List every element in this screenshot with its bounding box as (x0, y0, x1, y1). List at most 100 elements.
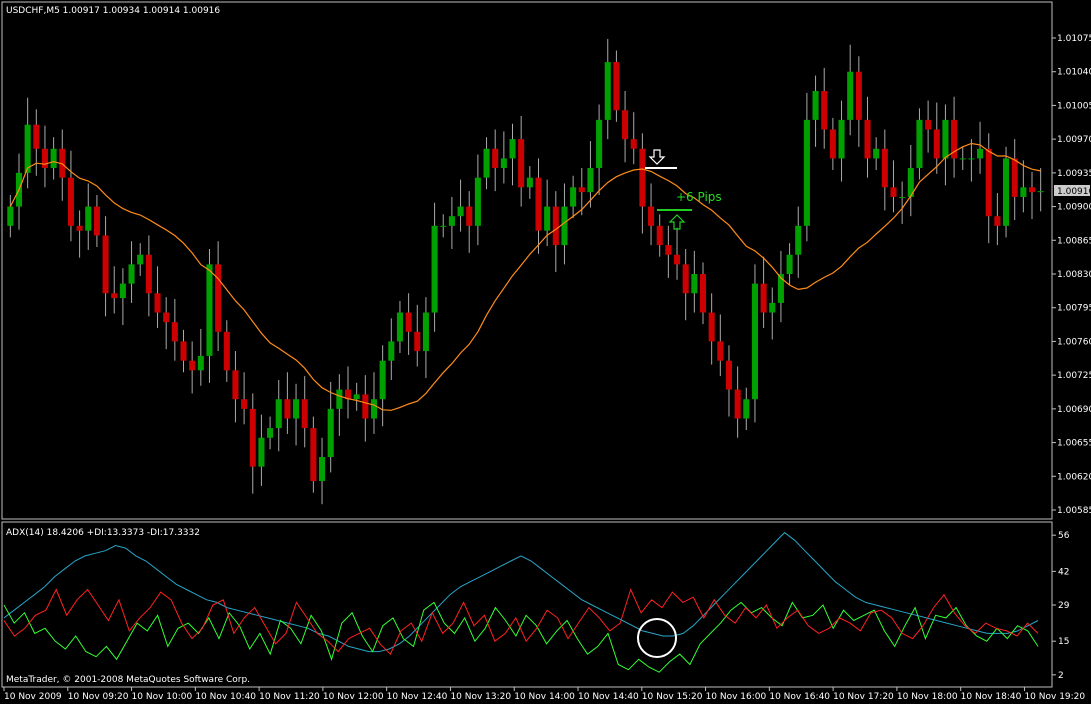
adx-axis: 56 42 29 15 2 (1052, 531, 1070, 681)
time-tick-label: 10 Nov 10:40 (195, 692, 256, 702)
bull-candle (838, 119, 845, 159)
price-tick-label: 1.01005 (1057, 101, 1091, 111)
price-tick-label: 1.00970 (1057, 135, 1091, 145)
plus-di-line (3, 601, 1039, 673)
bull-candle (206, 264, 213, 356)
bull-candle (942, 119, 949, 159)
bear-candle (734, 389, 741, 419)
time-tick-label: 10 Nov 13:20 (450, 692, 511, 702)
bear-candle (344, 389, 352, 400)
bear-candle (492, 148, 499, 169)
price-tick-label: 1.00935 (1057, 169, 1091, 179)
bear-candle (215, 264, 222, 332)
bear-candle (708, 312, 715, 342)
price-tick-label: 1.00725 (1057, 371, 1091, 381)
bear-candle (673, 254, 681, 265)
bull-candle (509, 139, 516, 159)
bear-candle (639, 148, 646, 207)
bear-candle (171, 322, 178, 342)
time-tick-label: 10 Nov 12:00 (323, 692, 384, 702)
bull-candle (1037, 191, 1044, 193)
bear-candle (682, 264, 689, 294)
bear-candle (163, 312, 170, 323)
bull-candle (7, 206, 14, 226)
copyright-text: MetaTrader, © 2001-2008 MetaQuotes Softw… (6, 675, 250, 685)
bear-candle (362, 394, 369, 419)
bull-candle (85, 206, 92, 231)
bull-candle (275, 399, 282, 429)
bull-candle (500, 158, 507, 169)
bear-candle (933, 129, 940, 159)
bear-candle (881, 148, 888, 188)
bear-candle (33, 124, 40, 149)
bull-candle (587, 168, 594, 193)
bear-candle (249, 408, 256, 467)
bear-candle (111, 293, 118, 299)
price-tick-label: 1.00760 (1057, 337, 1091, 347)
bear-candle (552, 206, 559, 246)
bull-candle (1020, 187, 1027, 197)
bull-candle (457, 206, 464, 217)
bull-candle (596, 119, 603, 169)
bear-candle (241, 399, 248, 409)
bear-candle (102, 235, 109, 294)
bear-candle (855, 71, 862, 120)
bear-candle (656, 225, 663, 246)
bear-candle (1028, 187, 1036, 193)
price-panel-border (1, 1, 1053, 520)
candlestick-series (7, 38, 1044, 505)
bear-candle (630, 139, 637, 149)
bear-candle (1011, 158, 1018, 197)
bull-candle (743, 399, 750, 419)
bear-candle (665, 245, 672, 255)
bull-candle (379, 360, 386, 400)
buy-marker: +6 Pips (657, 190, 722, 230)
bear-candle (414, 331, 421, 352)
price-tick-label: 1.00795 (1057, 304, 1091, 314)
bull-candle (448, 216, 455, 226)
bull-candle (431, 225, 438, 313)
adx-tick-label: 29 (1058, 601, 1070, 611)
bear-candle (725, 360, 733, 390)
bull-candle (769, 302, 776, 313)
adx-line (3, 531, 1039, 653)
bull-candle (691, 274, 698, 294)
bear-candle (951, 119, 958, 159)
bull-candle (777, 274, 784, 303)
chart-title: USDCHF,M5 1.00917 1.00934 1.00914 1.0091… (6, 6, 220, 16)
bull-candle (873, 148, 880, 159)
adx-tick-label: 42 (1058, 567, 1069, 577)
bull-candle (916, 119, 923, 169)
bear-candle (59, 148, 66, 178)
bull-candle (795, 225, 802, 255)
adx-tick-label: 56 (1058, 531, 1070, 541)
bull-candle (353, 394, 360, 400)
time-tick-label: 10 Nov 12:40 (387, 692, 448, 702)
time-axis: 10 Nov 2009 10 Nov 09:20 10 Nov 10:00 10 No… (3, 687, 1085, 702)
price-tick-label: 1.00620 (1057, 472, 1091, 482)
bull-candle (803, 119, 810, 226)
bull-candle (197, 355, 204, 371)
time-tick-label: 10 Nov 17:20 (833, 692, 894, 702)
bear-candle (466, 206, 473, 226)
bear-candle (405, 312, 412, 332)
bear-candle (41, 148, 48, 169)
bull-candle (388, 341, 395, 361)
bear-candle (864, 119, 871, 159)
bear-candle (821, 90, 828, 130)
bear-candle (180, 341, 187, 361)
bear-candle (717, 341, 724, 361)
bull-candle (137, 254, 144, 265)
bull-candle (968, 158, 975, 160)
bear-candle (518, 139, 525, 188)
price-tick-label: 1.00900 (1057, 203, 1091, 213)
current-price-box (1054, 185, 1090, 196)
price-tick-label: 1.00585 (1057, 506, 1091, 516)
bear-candle (613, 62, 620, 111)
bear-candle (829, 129, 836, 159)
bear-candle (578, 187, 585, 193)
bull-candle (370, 399, 378, 419)
bull-candle (474, 177, 481, 226)
